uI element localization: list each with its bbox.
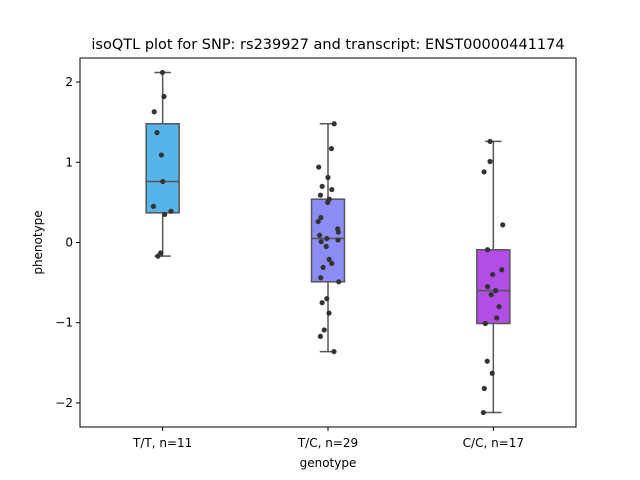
- data-point: [489, 370, 495, 376]
- data-point: [319, 183, 325, 189]
- data-point: [328, 146, 335, 152]
- data-point: [321, 327, 327, 333]
- data-point: [335, 229, 341, 235]
- y-tick-label: 0: [65, 236, 73, 250]
- data-point: [317, 333, 323, 339]
- y-axis-label: phenotype: [31, 210, 45, 274]
- iqr-box: [145, 123, 180, 214]
- data-point: [155, 253, 161, 259]
- data-point: [150, 203, 156, 210]
- data-point: [326, 310, 332, 316]
- data-point: [158, 152, 165, 158]
- data-point: [331, 121, 337, 127]
- data-point: [484, 247, 491, 253]
- data-point: [159, 69, 166, 76]
- y-tick-label: 2: [65, 75, 73, 89]
- data-point: [324, 296, 330, 302]
- data-point: [487, 158, 493, 165]
- data-point: [168, 208, 174, 214]
- data-point: [318, 275, 324, 281]
- data-point: [329, 186, 335, 193]
- data-point: [325, 174, 331, 181]
- data-point: [480, 409, 486, 416]
- data-point: [484, 284, 491, 290]
- data-point: [326, 256, 332, 262]
- y-tick-label: 1: [65, 155, 73, 169]
- data-point: [331, 348, 337, 355]
- data-point: [482, 320, 488, 327]
- box-group: [476, 140, 511, 414]
- data-point: [500, 222, 506, 228]
- data-point: [323, 243, 329, 250]
- data-point: [492, 288, 499, 294]
- data-point: [488, 292, 494, 298]
- data-point: [496, 304, 502, 310]
- data-point: [336, 279, 342, 285]
- plot-area: [145, 69, 511, 416]
- data-point: [499, 267, 505, 273]
- data-point: [490, 271, 496, 278]
- data-point: [487, 138, 493, 145]
- data-point: [320, 264, 326, 270]
- x-tick-label: T/T, n=11: [132, 436, 192, 450]
- y-tick-label: −1: [55, 316, 73, 330]
- data-point: [481, 169, 487, 175]
- data-point: [335, 237, 341, 243]
- data-point: [162, 211, 168, 218]
- y-axis: −2 −1 0 1 2: [55, 75, 80, 410]
- data-point: [318, 239, 324, 245]
- data-point: [151, 109, 157, 115]
- data-point: [315, 219, 321, 225]
- data-point: [324, 235, 330, 242]
- box-group: [145, 71, 180, 257]
- data-point: [319, 300, 325, 306]
- data-point: [329, 260, 335, 266]
- data-point: [325, 199, 331, 205]
- data-point: [494, 315, 500, 321]
- data-point: [484, 358, 490, 364]
- iqr-box: [476, 248, 511, 325]
- x-axis: T/T, n=11 T/C, n=29 C/C, n=17: [132, 427, 524, 450]
- x-axis-label: genotype: [300, 456, 357, 470]
- data-point: [161, 93, 167, 100]
- data-point: [481, 385, 487, 392]
- data-point: [154, 130, 160, 136]
- data-point: [317, 192, 324, 198]
- data-point: [317, 232, 323, 238]
- chart-title: isoQTL plot for SNP: rs239927 and transc…: [91, 37, 564, 53]
- data-point: [318, 215, 324, 221]
- x-tick-label: C/C, n=17: [463, 436, 524, 450]
- data-point: [316, 164, 322, 170]
- x-tick-label: T/C, n=29: [297, 436, 358, 450]
- data-point: [160, 178, 166, 185]
- y-tick-label: −2: [55, 396, 73, 410]
